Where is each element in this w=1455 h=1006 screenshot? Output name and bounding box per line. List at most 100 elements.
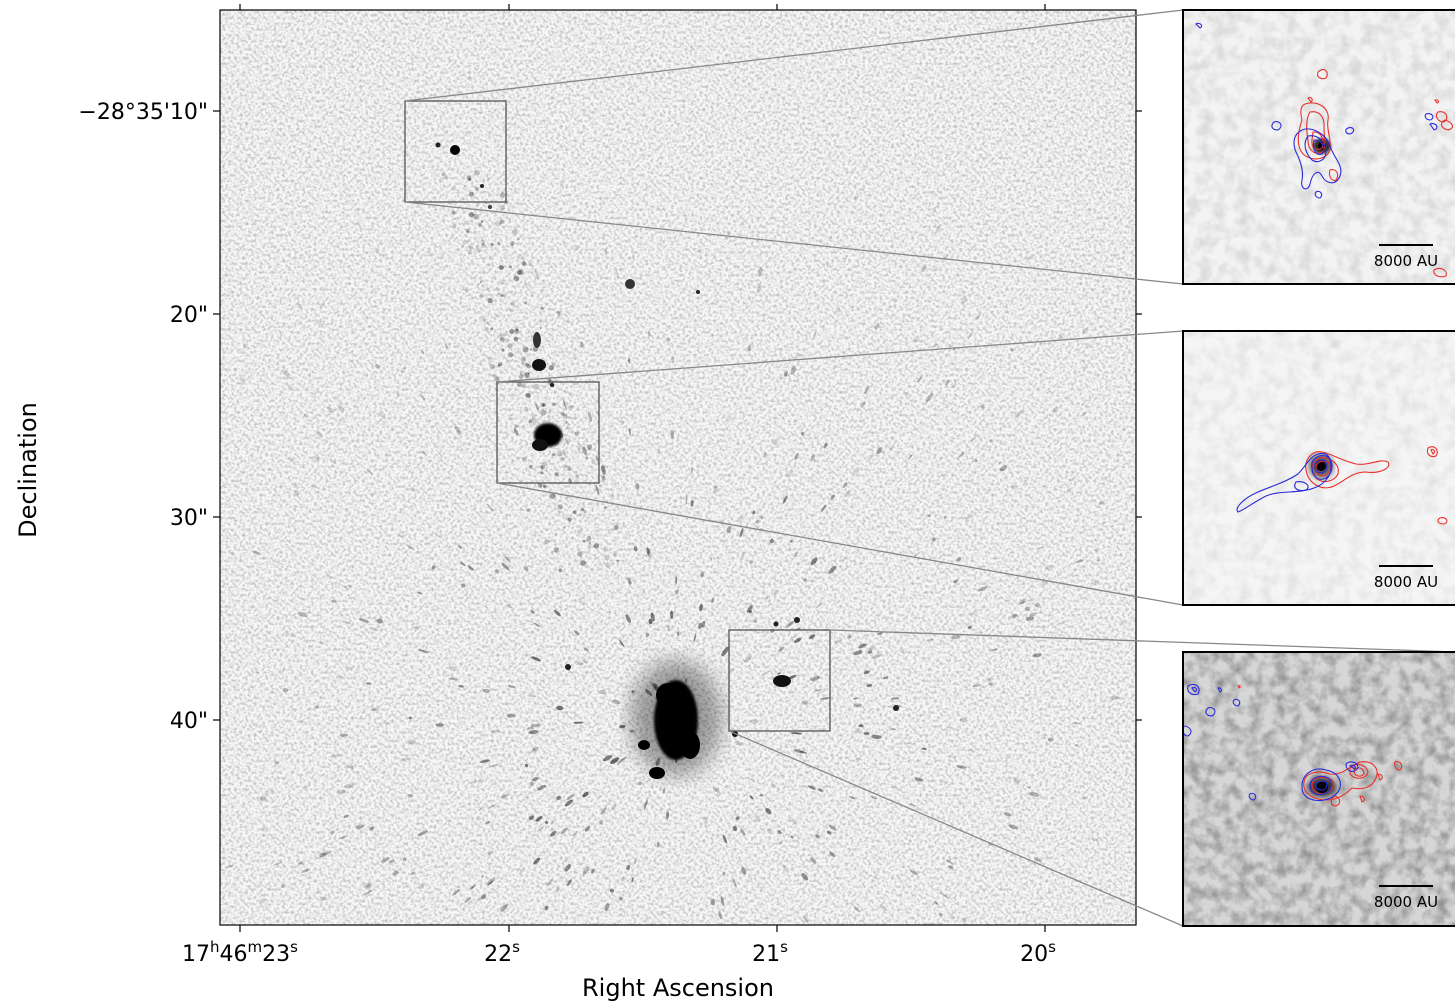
speckle xyxy=(522,346,529,353)
speckle xyxy=(552,362,556,367)
speckle xyxy=(483,319,486,323)
speckle xyxy=(490,729,501,733)
speckle xyxy=(490,327,494,331)
speckle xyxy=(892,297,897,302)
speckle xyxy=(334,581,342,586)
speckle xyxy=(648,618,653,625)
speckle xyxy=(378,411,386,420)
speckle xyxy=(448,677,458,681)
speckle xyxy=(1011,484,1018,490)
speckle xyxy=(546,878,553,887)
speckle xyxy=(344,783,355,789)
speckle xyxy=(889,445,895,451)
speckle xyxy=(502,345,504,348)
speckle xyxy=(526,508,531,513)
speckle xyxy=(967,625,973,630)
speckle xyxy=(597,794,602,799)
speckle xyxy=(765,807,772,815)
speckle xyxy=(345,666,353,671)
speckle xyxy=(646,547,650,555)
speckle xyxy=(478,248,483,252)
speckle xyxy=(274,561,284,566)
speckle xyxy=(656,842,660,848)
inset-frame xyxy=(1182,9,1455,285)
speckle xyxy=(554,532,558,536)
x-tick-label-0: 17h46m23s xyxy=(182,938,298,967)
speckle xyxy=(835,307,841,313)
speckle xyxy=(732,878,737,889)
speckle xyxy=(960,296,967,305)
speckle xyxy=(616,559,619,562)
speckle xyxy=(543,484,547,489)
speckle xyxy=(510,244,513,247)
speckle xyxy=(853,192,860,202)
speckle xyxy=(258,882,263,887)
speckle xyxy=(735,816,740,821)
speckle xyxy=(926,638,934,642)
speckle xyxy=(670,356,675,364)
speckle xyxy=(461,245,464,248)
speckle xyxy=(421,395,426,401)
speckle xyxy=(660,911,665,915)
speckle xyxy=(719,816,723,822)
speckle xyxy=(1028,598,1034,602)
speckle xyxy=(529,781,534,786)
speckle xyxy=(508,253,511,256)
speckle xyxy=(310,391,316,397)
speckle xyxy=(461,583,466,588)
speckle xyxy=(540,471,544,475)
speckle xyxy=(829,235,833,240)
speckle xyxy=(932,206,936,214)
speckle xyxy=(703,816,708,827)
speckle xyxy=(722,871,726,875)
speckle xyxy=(746,604,753,613)
speckle xyxy=(933,901,939,905)
speckle xyxy=(1027,255,1032,261)
speckle xyxy=(908,454,913,460)
speckle xyxy=(610,494,615,500)
speckle xyxy=(999,465,1008,472)
speckle xyxy=(500,265,504,270)
speckle xyxy=(487,314,490,316)
speckle xyxy=(342,620,352,625)
speckle xyxy=(860,400,866,409)
speckle xyxy=(604,249,608,256)
speckle xyxy=(476,283,479,286)
zoom-box-middle xyxy=(496,381,600,484)
speckle xyxy=(540,306,544,310)
speckle xyxy=(977,586,988,592)
speckle xyxy=(550,830,557,837)
speckle xyxy=(755,520,760,524)
speckle xyxy=(750,778,756,783)
speckle xyxy=(522,795,530,800)
speckle xyxy=(513,292,516,295)
speckle xyxy=(998,461,1002,464)
speckle xyxy=(618,756,627,764)
inset-top: 8000 AU xyxy=(1182,9,1455,285)
speckle xyxy=(689,44,693,55)
speckle xyxy=(927,514,931,518)
speckle xyxy=(484,249,487,252)
speckle xyxy=(866,684,873,687)
speckle xyxy=(814,689,822,692)
speckle xyxy=(1018,598,1027,604)
speckle xyxy=(567,426,569,429)
speckle xyxy=(476,896,483,903)
speckle xyxy=(1027,786,1031,789)
speckle xyxy=(834,639,843,645)
speckle xyxy=(531,415,537,424)
speckle xyxy=(583,108,588,114)
speckle xyxy=(852,466,860,476)
speckle xyxy=(921,264,927,273)
speckle xyxy=(697,249,701,253)
speckle xyxy=(709,557,713,562)
speckle xyxy=(588,411,592,422)
speckle xyxy=(482,688,490,693)
speckle xyxy=(793,552,799,558)
speckle xyxy=(972,684,982,687)
speckle xyxy=(612,550,619,557)
speckle xyxy=(475,204,479,208)
speckle-field xyxy=(220,44,1135,923)
speckle xyxy=(567,426,572,431)
speckle xyxy=(958,452,965,458)
